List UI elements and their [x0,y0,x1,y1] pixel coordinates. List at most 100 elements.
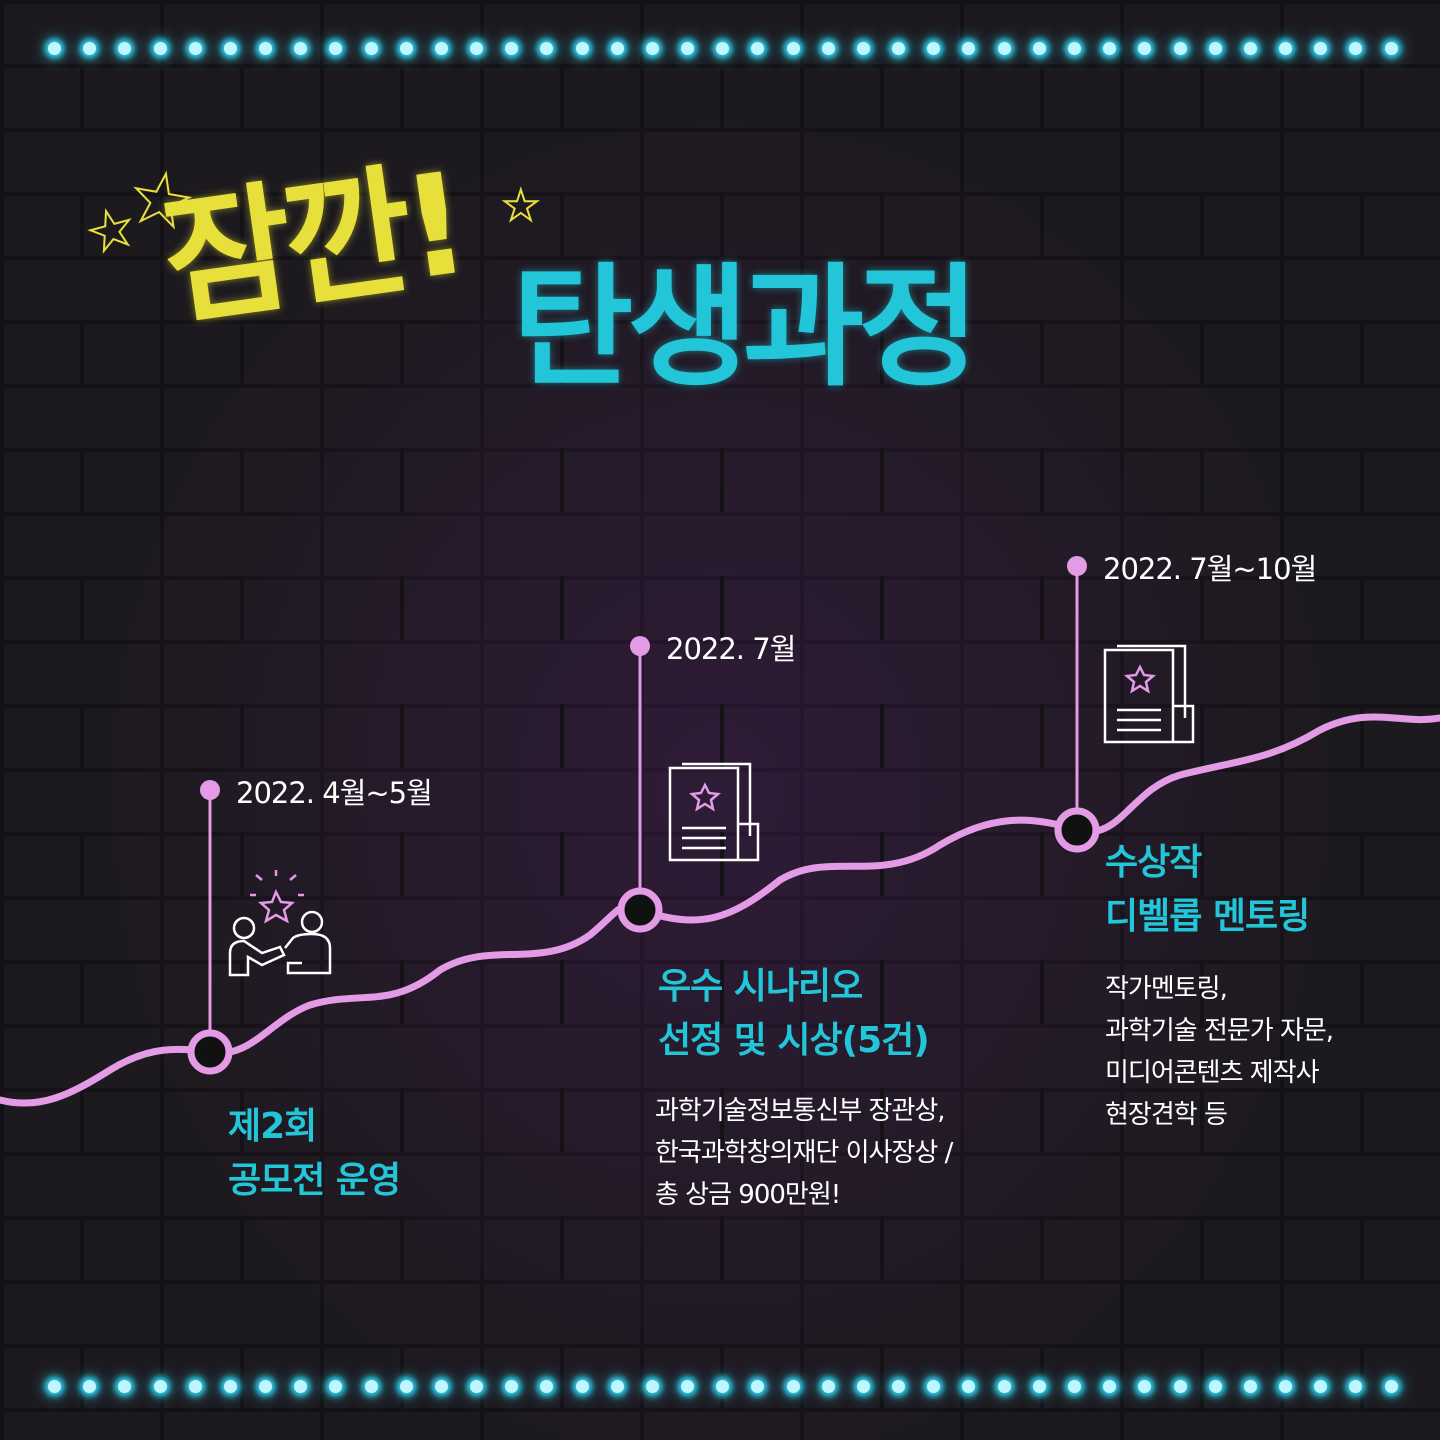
light-bulb [364,1380,378,1393]
document-star-icon [668,762,760,862]
light-bulb [188,42,202,55]
light-bulb [470,1380,484,1393]
light-bulb [188,1380,202,1393]
heading-line: 디벨롭 멘토링 [1105,896,1310,937]
milestone-2 [617,636,663,933]
light-bulb [1279,42,1293,55]
light-bulb [681,42,695,55]
star-doodle-icon: ★ [501,181,541,230]
light-bulb [1173,1380,1187,1393]
light-bulb [1138,1380,1152,1393]
light-bulb [716,1380,730,1393]
light-bulb [540,42,554,55]
light-bulb [716,42,730,55]
light-bulb [1349,1380,1363,1393]
milestone-date: 2022. 7월 [666,632,796,666]
description-line: 과학기술정보통신부 장관상, [655,1096,946,1126]
light-bulb [364,42,378,55]
light-bulb [786,42,800,55]
description-line: 한국과학창의재단 이사장상 / [655,1138,953,1168]
document-star-icon [1103,644,1195,744]
light-bulb [1314,42,1328,55]
heading-line: 우수 시나리오 [658,966,863,1007]
milestone-3 [1054,556,1100,853]
light-bulb [118,42,132,55]
light-bulb [892,42,906,55]
light-bulb [505,1380,519,1393]
milestone-date: 2022. 4월~5월 [236,776,433,810]
light-bulb [153,42,167,55]
light-bulb [540,1380,554,1393]
light-bulb [434,1380,448,1393]
light-bulb [294,1380,308,1393]
light-bulb [997,42,1011,55]
light-bulb [610,1380,624,1393]
description-line: 현장견학 등 [1105,1100,1228,1130]
light-bulb [470,42,484,55]
light-bulb [856,42,870,55]
light-bulb [962,1380,976,1393]
light-bulb [1314,1380,1328,1393]
light-bulb [83,1380,97,1393]
light-bulb [610,42,624,55]
light-bulb [1243,42,1257,55]
milestone-heading: 우수 시나리오 선정 및 시상(5건) [658,960,930,1068]
light-bulb [1243,1380,1257,1393]
light-bulb [399,1380,413,1393]
light-bulb [399,42,413,55]
top-light-string [48,42,1398,55]
light-bulb [1103,1380,1117,1393]
light-bulb [1067,1380,1081,1393]
light-bulb [575,42,589,55]
light-bulb [223,1380,237,1393]
light-bulb [1208,1380,1222,1393]
light-bulb [1384,1380,1398,1393]
light-bulb [1349,42,1363,55]
heading-line: 공모전 운영 [228,1160,401,1201]
light-bulb [1067,42,1081,55]
milestone-1 [187,780,233,1075]
milestone-heading: 제2회 공모전 운영 [228,1100,401,1208]
light-bulb [83,42,97,55]
light-bulb [645,1380,659,1393]
light-bulb [153,1380,167,1393]
light-bulb [927,42,941,55]
light-bulb [118,1380,132,1393]
light-bulb [751,42,765,55]
light-bulb [681,1380,695,1393]
heading-line: 제2회 [228,1106,317,1147]
light-bulb [48,42,61,55]
light-bulb [1279,1380,1293,1393]
heading-line: 수상작 [1105,842,1202,883]
description-line: 미디어콘텐츠 제작사 [1105,1058,1320,1088]
light-bulb [1173,42,1187,55]
title-part-2: 탄생과정 [512,251,980,405]
light-bulb [294,42,308,55]
light-bulb [962,42,976,55]
light-bulb [1032,42,1046,55]
light-bulb [786,1380,800,1393]
light-bulb [259,1380,273,1393]
light-bulb [575,1380,589,1393]
bottom-light-string [48,1380,1398,1393]
light-bulb [259,42,273,55]
light-bulb [223,42,237,55]
heading-line: 선정 및 시상(5건) [658,1020,930,1061]
light-bulb [1208,42,1222,55]
milestone-description: 작가멘토링, 과학기술 전문가 자문, 미디어콘텐츠 제작사 현장견학 등 [1105,968,1334,1136]
light-bulb [1384,42,1398,55]
light-bulb [329,1380,343,1393]
light-bulb [1103,42,1117,55]
light-bulb [434,42,448,55]
milestone-heading: 수상작 디벨롭 멘토링 [1105,836,1310,944]
light-bulb [856,1380,870,1393]
light-bulb [505,42,519,55]
light-bulb [645,42,659,55]
light-bulb [927,1380,941,1393]
light-bulb [821,42,835,55]
light-bulb [1138,42,1152,55]
light-bulb [48,1380,61,1393]
light-bulb [1032,1380,1046,1393]
